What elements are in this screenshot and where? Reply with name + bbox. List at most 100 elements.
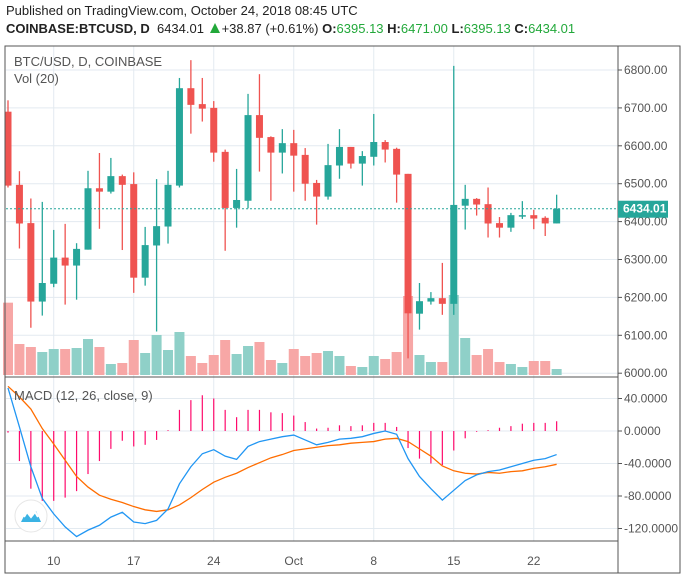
price-tick-label: 6000.00 — [624, 366, 668, 380]
price-tick-label: 6200.00 — [624, 290, 668, 304]
volume-bar — [483, 349, 494, 375]
candle-body — [381, 142, 389, 150]
volume-bar — [277, 363, 288, 375]
candle-body — [495, 223, 503, 228]
candle-body — [61, 257, 69, 266]
candle-body — [450, 204, 458, 304]
volume-bar — [197, 363, 208, 375]
volume-bar — [494, 362, 505, 375]
candle-body — [187, 88, 195, 105]
volume-bar — [380, 359, 391, 375]
volume-bars — [3, 295, 562, 375]
candle-body — [267, 137, 275, 153]
symbol-info-line: COINBASE:BTCUSD, D 6434.01 +38.87 (+0.61… — [6, 21, 575, 36]
volume-bar — [460, 338, 471, 375]
chart-frame — [4, 45, 681, 574]
last-price-label: 6434.01 — [623, 202, 667, 216]
high-value: 6471.00 — [400, 21, 448, 36]
candle-body — [335, 146, 343, 166]
candle-body — [473, 198, 481, 205]
up-triangle-icon — [209, 23, 220, 33]
volume-bar — [323, 351, 334, 375]
volume-bar — [117, 363, 128, 375]
price-pane-title: BTC/USD, D, COINBASE — [14, 54, 162, 69]
date-tick-label: 24 — [207, 554, 221, 568]
macd-pane — [7, 385, 558, 538]
candle-body — [198, 104, 206, 109]
tradingview-logo-icon[interactable] — [14, 499, 48, 533]
date-tick-label: 10 — [47, 554, 61, 568]
volume-bar — [334, 356, 345, 375]
candle-body — [107, 176, 115, 192]
price-tick-label: 6100.00 — [624, 328, 668, 342]
price-tick-label: 6800.00 — [624, 63, 668, 77]
candle-body — [484, 204, 492, 224]
candle-body — [255, 115, 263, 138]
candle-body — [95, 188, 103, 192]
date-tick-label: 17 — [127, 554, 141, 568]
candle-body — [507, 215, 515, 228]
candle-body — [84, 188, 92, 250]
candle-body — [393, 148, 401, 175]
candle-body — [244, 115, 252, 201]
volume-bar — [174, 332, 185, 375]
macd-tick-label: 0.0000 — [624, 424, 661, 438]
volume-bar — [265, 360, 276, 375]
volume-bar — [94, 347, 105, 375]
candle-body — [290, 143, 298, 156]
candle-body — [404, 173, 412, 314]
macd-title: MACD (12, 26, close, 9) — [14, 388, 153, 403]
candle-body — [541, 217, 549, 224]
volume-bar — [71, 348, 82, 375]
date-tick-label: 8 — [370, 554, 377, 568]
volume-bar — [288, 349, 299, 375]
volume-bar — [300, 356, 311, 375]
candle-body — [233, 199, 241, 208]
price-tick-label: 6500.00 — [624, 177, 668, 191]
candle-body — [153, 226, 161, 246]
date-tick-label: Oct — [284, 554, 303, 568]
low-value: 6395.13 — [463, 21, 511, 36]
candle-body — [73, 248, 81, 266]
candle-body — [38, 282, 46, 302]
date-tick-label: 22 — [527, 554, 541, 568]
volume-bar — [517, 367, 528, 375]
candle-body — [15, 184, 23, 224]
volume-bar — [505, 364, 516, 375]
symbol: COINBASE:BTCUSD, D — [6, 21, 150, 36]
volume-bar — [345, 366, 356, 375]
price-tick-label: 6300.00 — [624, 253, 668, 267]
candle-body — [221, 151, 229, 208]
close-value: 6434.01 — [528, 21, 576, 36]
volume-bar — [185, 356, 196, 375]
macd-tick-label: -40.0000 — [624, 457, 672, 471]
candle-body — [530, 215, 538, 219]
candle-body — [301, 154, 309, 184]
price-tick-label: 6600.00 — [624, 139, 668, 153]
volume-bar — [140, 353, 151, 375]
candle-body — [50, 257, 58, 284]
candle-body — [118, 176, 126, 185]
candle-body — [358, 156, 366, 164]
candle-body — [313, 182, 321, 197]
high-label: H: — [387, 21, 401, 36]
candle-body — [347, 146, 355, 164]
open-value: 6395.13 — [336, 21, 384, 36]
macd-tick-label: -120.0000 — [624, 522, 678, 536]
volume-bar — [414, 355, 425, 375]
date-tick-label: 15 — [447, 554, 461, 568]
candle-body — [278, 143, 286, 153]
volume-bar — [243, 346, 254, 375]
candle-body — [553, 208, 561, 224]
volume-bar — [105, 364, 116, 375]
volume-bar — [128, 340, 139, 375]
candle-body — [130, 184, 138, 278]
candle-body — [461, 198, 469, 206]
volume-bar — [551, 369, 562, 375]
volume-bar — [83, 339, 94, 375]
macd-tick-label: 40.0000 — [624, 392, 668, 406]
macd-tick-label: -80.0000 — [624, 489, 672, 503]
open-label: O: — [322, 21, 337, 36]
